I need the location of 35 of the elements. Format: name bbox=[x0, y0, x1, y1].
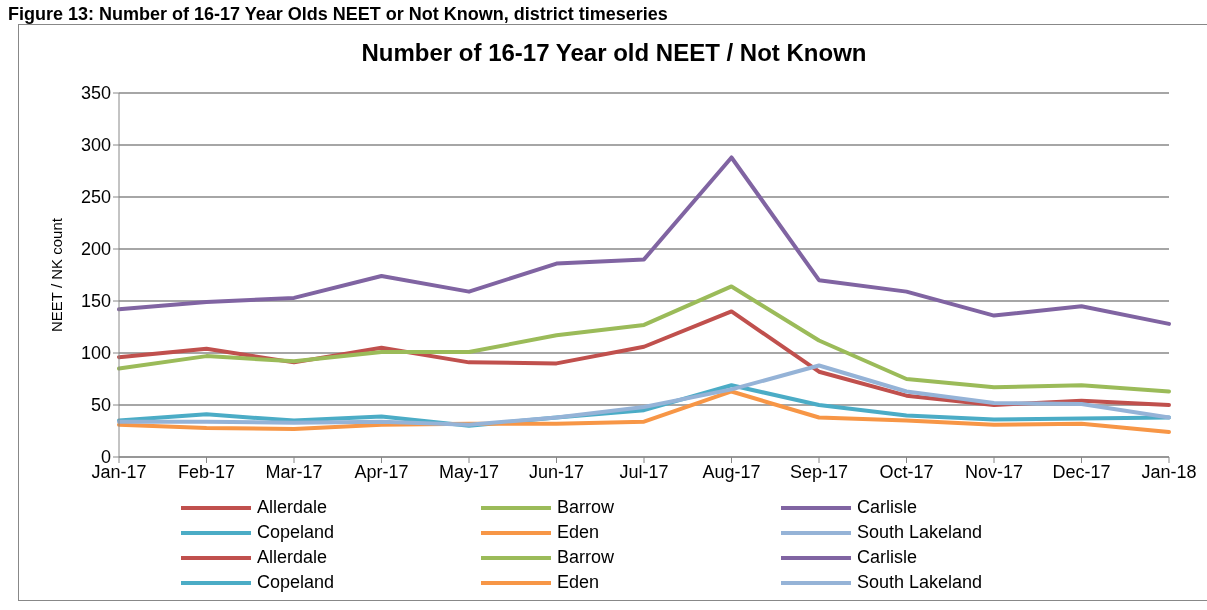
x-tick-label: Jun-17 bbox=[528, 461, 585, 482]
legend-label: South Lakeland bbox=[857, 572, 983, 593]
y-tick-label: 50 bbox=[90, 395, 111, 416]
legend-label: Allerdale bbox=[257, 547, 328, 568]
y-tick-label: 100 bbox=[80, 343, 111, 364]
x-tick-label: May-17 bbox=[438, 461, 500, 482]
caption: Figure 13: Number of 16-17 Year Olds NEET or Not Known, district timeseries bbox=[8, 4, 669, 24]
y-tick-label: 300 bbox=[80, 135, 111, 156]
legend-label: Allerdale bbox=[257, 497, 328, 518]
y-tick-label: 200 bbox=[80, 239, 111, 260]
legend-label: Copeland bbox=[257, 572, 335, 593]
x-tick-label: Mar-17 bbox=[265, 461, 323, 482]
x-tick-label: Feb-17 bbox=[177, 461, 236, 482]
y-tick-label: 150 bbox=[80, 291, 111, 312]
x-tick-label: Aug-17 bbox=[702, 461, 761, 482]
x-tick-label: Nov-17 bbox=[964, 461, 1024, 482]
y-tick-label: 250 bbox=[80, 187, 111, 208]
legend-label: Carlisle bbox=[857, 497, 918, 518]
y-axis-title: NEET / NK count bbox=[48, 217, 66, 332]
chart-title: Number of 16-17 Year old NEET / Not Known bbox=[360, 39, 868, 68]
x-tick-label: Jul-17 bbox=[619, 461, 669, 482]
y-tick-label: 350 bbox=[80, 83, 111, 104]
legend-label: Copeland bbox=[257, 522, 335, 543]
legend-label: South Lakeland bbox=[857, 522, 983, 543]
x-tick-label: Apr-17 bbox=[354, 461, 409, 482]
legend-label: Carlisle bbox=[857, 547, 918, 568]
legend-label: Barrow bbox=[557, 547, 615, 568]
legend-label: Barrow bbox=[557, 497, 615, 518]
x-tick-label: Dec-17 bbox=[1052, 461, 1111, 482]
x-tick-label: Oct-17 bbox=[879, 461, 934, 482]
y-tick-label: 0 bbox=[100, 447, 111, 468]
x-tick-label: Sep-17 bbox=[789, 461, 849, 482]
x-tick-label: Jan-18 bbox=[1141, 461, 1197, 482]
legend-label: Eden bbox=[557, 572, 600, 593]
legend-label: Eden bbox=[557, 522, 600, 543]
